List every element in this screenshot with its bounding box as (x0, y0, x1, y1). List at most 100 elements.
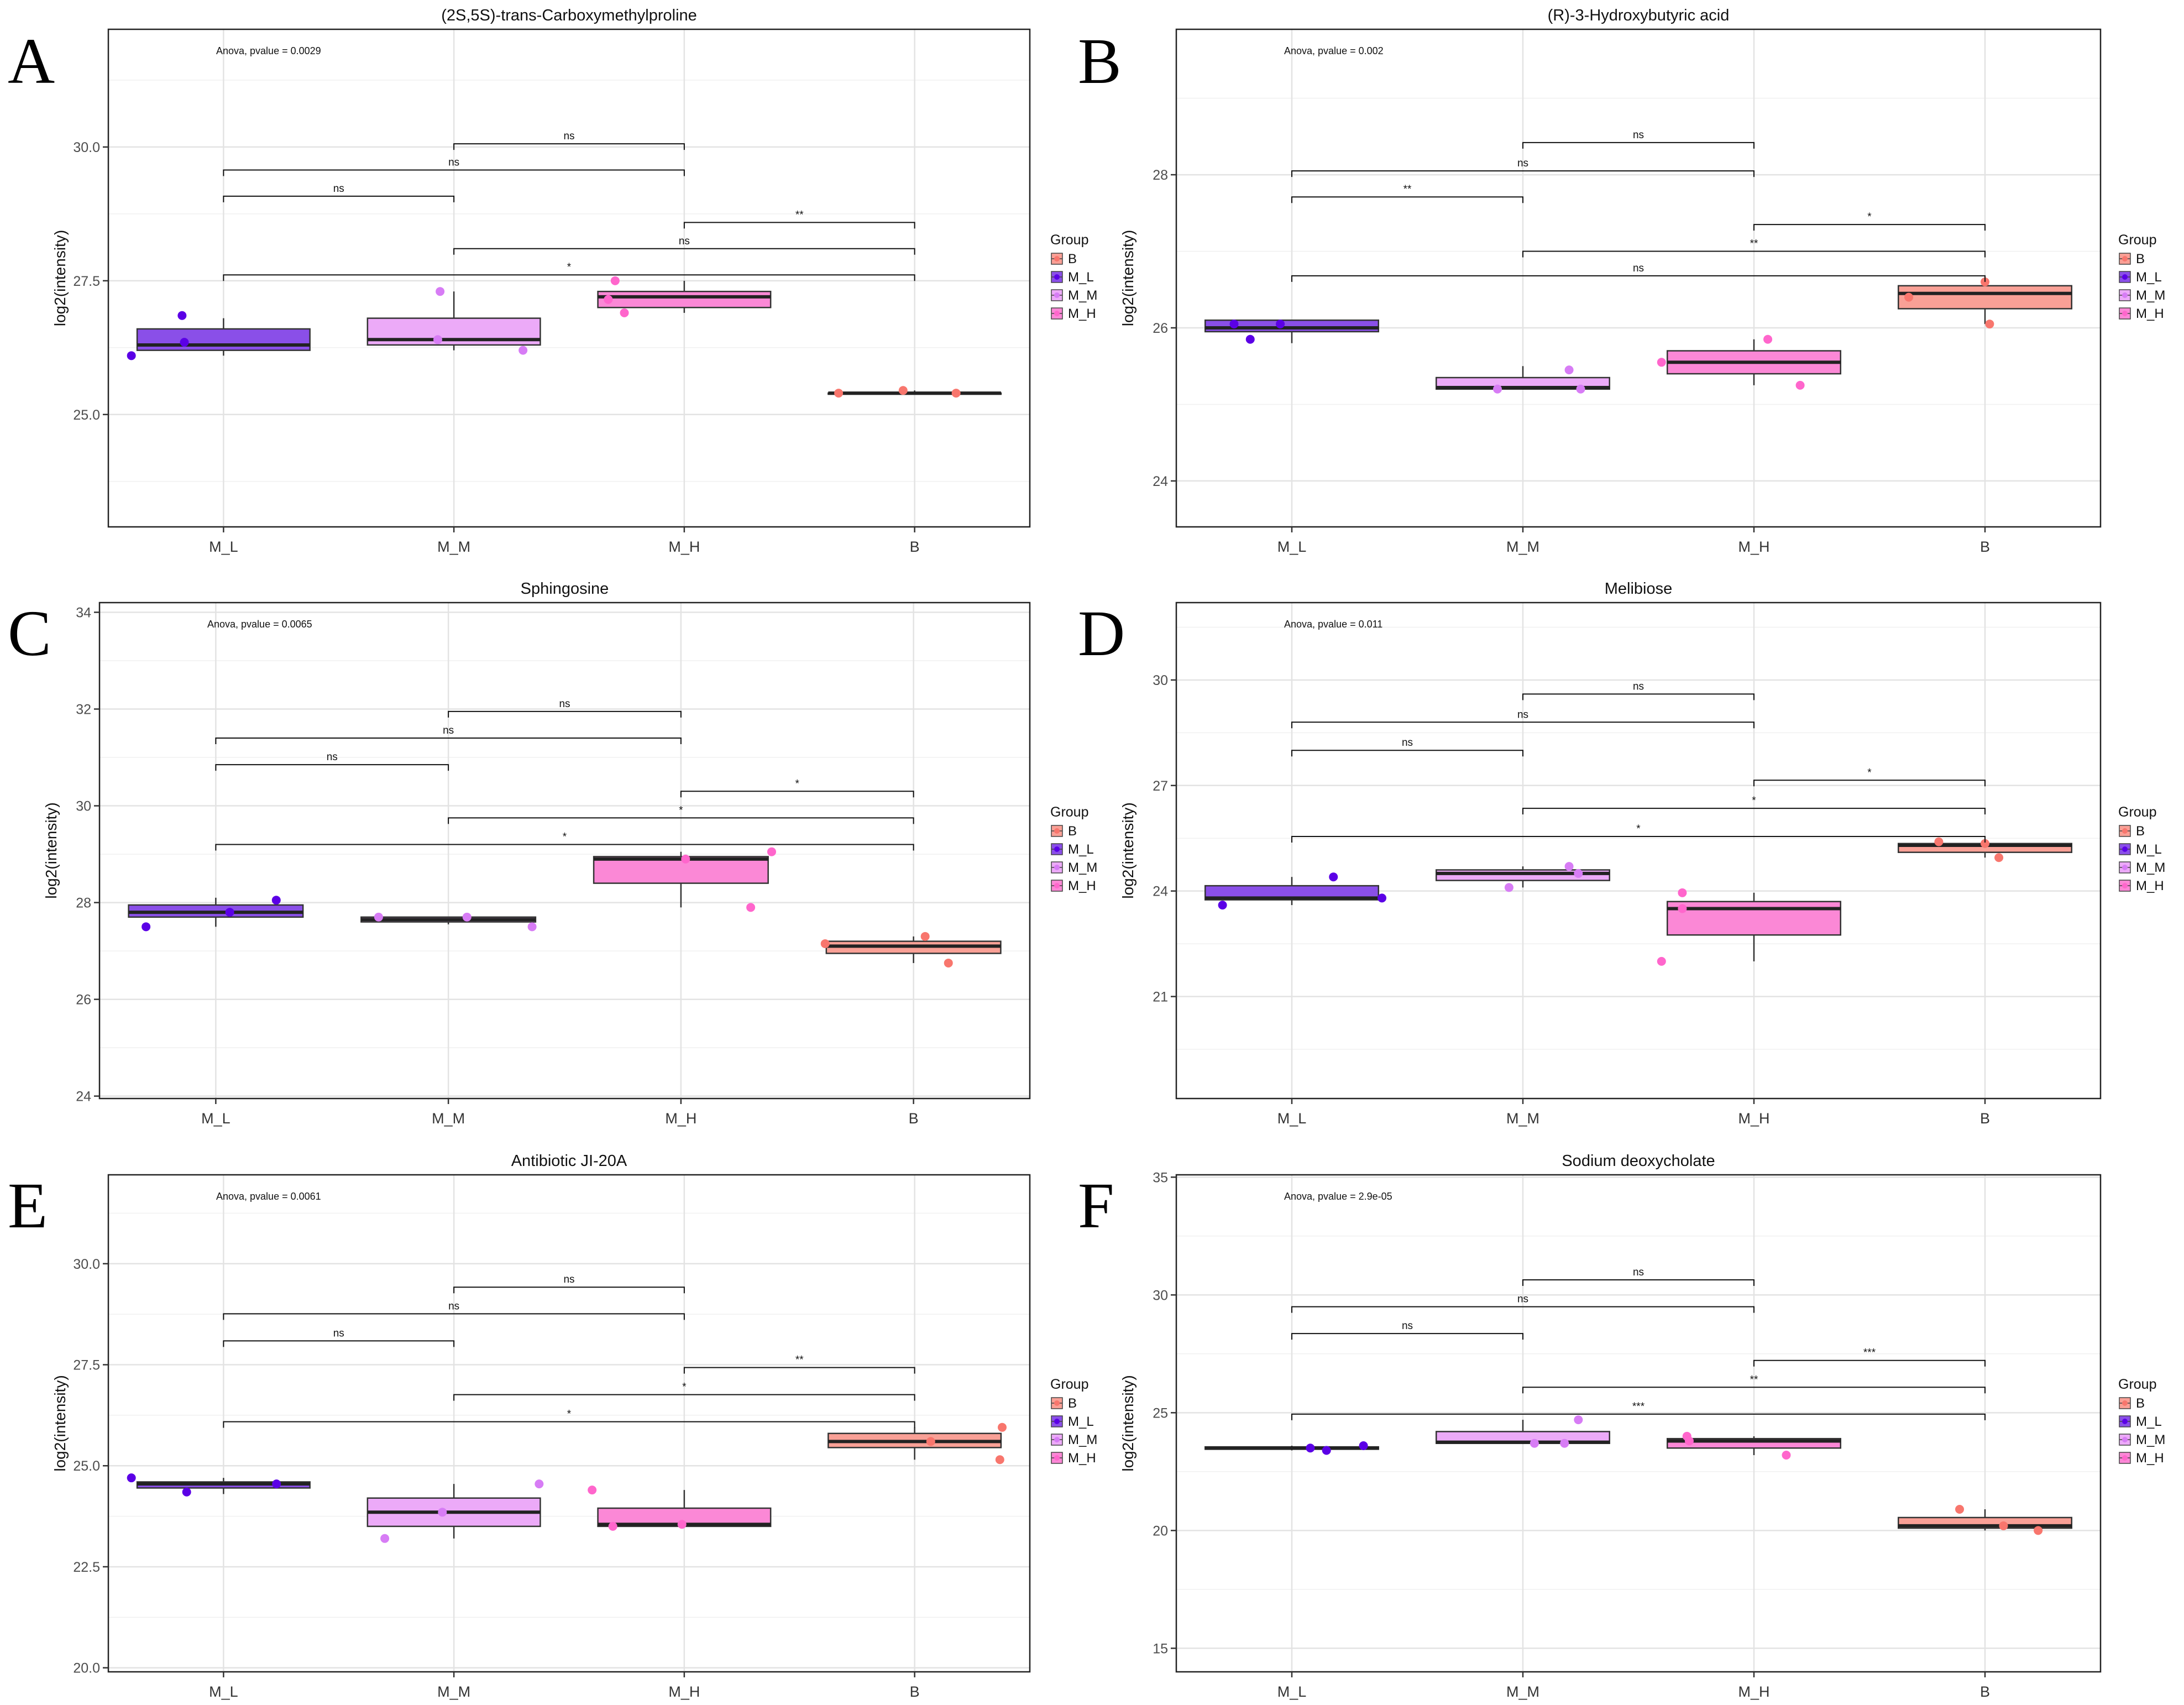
legend-swatch-dot (2122, 1419, 2128, 1424)
bracket-label: * (1867, 211, 1872, 223)
bracket-label: ** (1403, 184, 1412, 195)
legend-label: M_M (2136, 1432, 2165, 1447)
data-point (1955, 1505, 1965, 1514)
y-tick-label: 26 (1153, 321, 1168, 336)
data-point (1782, 1451, 1791, 1460)
bracket-label: ns (563, 130, 574, 142)
y-tick-label: 25 (1153, 1405, 1168, 1421)
y-axis-label: log2(intensity) (1119, 230, 1136, 326)
legend-label: B (1068, 252, 1077, 266)
y-tick-label: 25.0 (73, 407, 100, 423)
data-point (677, 1520, 687, 1529)
legend-label: M_H (2136, 306, 2164, 321)
significance-bracket: ** (1522, 238, 1986, 258)
anova-annotation: Anova, pvalue = 2.9e-05 (1284, 1191, 1392, 1202)
bracket-line (453, 143, 685, 150)
bracket-label: ** (795, 209, 804, 221)
bracket-line (215, 844, 914, 851)
data-point (608, 1521, 617, 1531)
legend-title: Group (1050, 804, 1088, 820)
bracket-line (1522, 693, 1754, 700)
data-point (182, 1487, 191, 1497)
data-point (681, 854, 690, 864)
legend-label: M_L (1068, 1414, 1094, 1429)
x-tick-label: B (1980, 538, 1990, 555)
data-point (1493, 384, 1502, 394)
bracket-line (1291, 196, 1523, 203)
significance-bracket: ns (448, 698, 682, 718)
bracket-label: * (1752, 795, 1756, 807)
data-point (374, 912, 383, 922)
legend-swatch-dot (2122, 274, 2128, 280)
legend-title: Group (2118, 232, 2156, 248)
significance-bracket: ns (1522, 129, 1754, 149)
bracket-line (1291, 1333, 1523, 1340)
bracket-label: ns (563, 1274, 574, 1285)
legend-label: M_M (1068, 288, 1097, 303)
data-point (588, 1486, 597, 1495)
bracket-label: * (1636, 823, 1641, 835)
data-point (1678, 888, 1687, 897)
legend-swatch-dot (2122, 1400, 2128, 1406)
data-point (1306, 1444, 1315, 1453)
bracket-label: ns (1633, 1267, 1644, 1278)
data-point (177, 311, 187, 320)
significance-bracket: ns (223, 183, 455, 202)
bracket-label: * (795, 778, 800, 789)
bracket-label: ** (1750, 238, 1758, 250)
data-point (1994, 853, 2004, 862)
data-point (1504, 883, 1513, 892)
bracket-label: ns (1402, 737, 1413, 749)
legend-label: M_H (1068, 306, 1096, 321)
bracket-label: ns (448, 1300, 459, 1312)
legend-swatch-dot (2122, 311, 2128, 316)
significance-bracket: ns (223, 157, 685, 176)
y-tick-label: 25.0 (73, 1458, 100, 1474)
data-point (271, 896, 281, 905)
y-tick-label: 32 (76, 702, 91, 718)
data-point (610, 276, 620, 285)
significance-bracket: ns (223, 1327, 455, 1347)
x-tick-label: M_M (1506, 1110, 1539, 1127)
y-tick-label: 30 (1153, 673, 1168, 688)
box-m-l (128, 897, 304, 927)
significance-bracket: *** (1753, 1347, 1986, 1367)
data-point (142, 922, 151, 932)
data-point (438, 1508, 447, 1517)
legend-swatch-dot (2122, 1455, 2128, 1461)
panel-letter: C (8, 597, 51, 670)
data-point (272, 1479, 281, 1489)
x-tick-label: B (910, 1683, 920, 1700)
significance-bracket: ** (1291, 184, 1523, 203)
bracket-label: ns (333, 183, 344, 195)
bracket-label: ns (443, 725, 454, 736)
significance-bracket: ns (1291, 1294, 1754, 1313)
bracket-line (1753, 1359, 1986, 1367)
panel-letter: E (8, 1169, 48, 1242)
data-point (1322, 1446, 1331, 1455)
y-axis-label: log2(intensity) (51, 1375, 69, 1471)
x-tick-label: M_L (1277, 1683, 1307, 1700)
bracket-line (1522, 250, 1986, 258)
panel-border (107, 28, 1031, 528)
bracket-label: ns (1633, 129, 1644, 141)
legend-swatch-dot (2122, 828, 2128, 834)
x-tick-label: M_H (1738, 538, 1769, 555)
data-point (1657, 358, 1666, 367)
bracket-line (1753, 780, 1986, 787)
bracket-line (223, 1313, 685, 1320)
chart-title: Antibiotic JI-20A (511, 1152, 627, 1170)
data-point (898, 386, 908, 395)
legend-swatch-dot (2122, 256, 2128, 261)
box-m-l (1204, 1445, 1379, 1451)
box-m-l (1204, 877, 1379, 906)
data-point (1981, 839, 1989, 848)
bracket-line (1291, 721, 1754, 729)
x-tick-label: M_L (209, 1683, 238, 1700)
y-tick-label: 20.0 (73, 1661, 100, 1676)
data-point (1564, 862, 1574, 871)
legend-swatch-dot (1054, 311, 1060, 316)
y-axis-label: log2(intensity) (51, 230, 69, 326)
y-tick-label: 24 (1153, 884, 1168, 899)
